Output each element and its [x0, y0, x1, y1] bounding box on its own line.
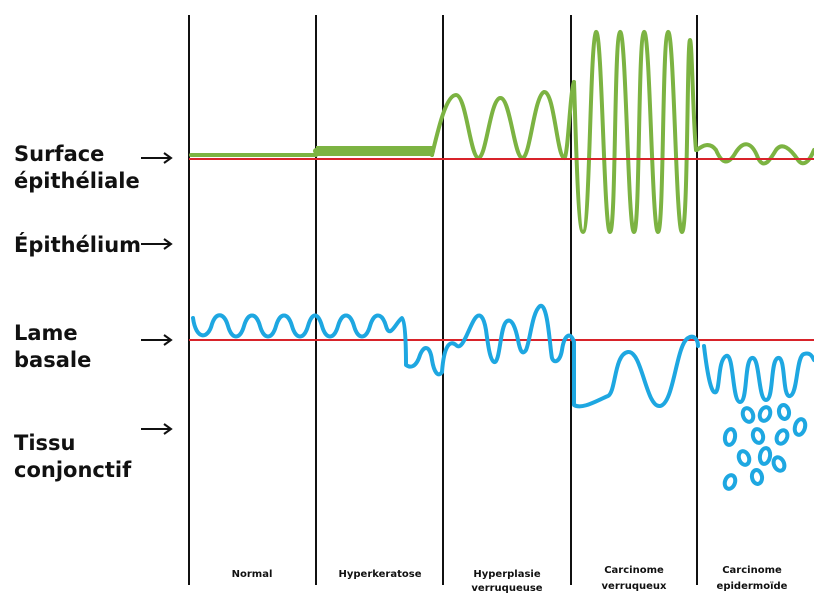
stage-label-carcinome-verruqueux-line2: verruqueux — [602, 581, 667, 592]
epithelium-hyperplasie — [430, 80, 576, 161]
epithelium-hyperkeratose-fill — [316, 146, 434, 156]
cell-island — [740, 406, 756, 424]
right-arrow-icon — [141, 238, 173, 250]
label-tissu-line2: conjonctif — [14, 458, 132, 482]
basal-normal-hyperkeratose — [191, 313, 444, 377]
cell-island — [771, 455, 787, 473]
cell-island — [757, 405, 773, 423]
cell-island — [750, 427, 766, 445]
basal-carcinome-verruqueux — [572, 334, 700, 409]
stage-dividers — [188, 15, 698, 585]
label-surface-line1: Surface — [14, 142, 105, 166]
label-tissu-conjonctif: Tissu conjonctif — [14, 430, 131, 484]
stage-label-carcinome-epidermoide-line1: Carcinome — [722, 565, 782, 576]
stage-label-normal: Normal — [232, 569, 273, 580]
cell-island — [722, 473, 738, 491]
label-lame-line1: Lame — [14, 321, 78, 345]
label-epithelium-text: Épithélium — [14, 233, 142, 257]
basal-membrane-line — [191, 303, 814, 409]
right-arrow-icon — [141, 423, 173, 435]
epithelium-carcinome-epidermoide — [695, 142, 814, 166]
cell-island — [774, 428, 790, 446]
basal-hyperplasie — [440, 303, 576, 374]
cell-island — [722, 427, 738, 447]
label-lame-line2: basale — [14, 348, 92, 372]
stage-label-carcinome-verruqueux-line1: Carcinome — [604, 565, 664, 576]
cell-island — [749, 468, 765, 486]
label-surface-epitheliale: Surface épithéliale — [14, 141, 140, 195]
stage-label-carcinome-epidermoide-line2: epidermoïde — [717, 581, 788, 592]
cell-island — [757, 446, 773, 466]
cell-island — [736, 449, 752, 467]
label-tissu-line1: Tissu — [14, 431, 76, 455]
cell-island — [776, 403, 792, 421]
label-surface-line2: épithéliale — [14, 169, 140, 193]
right-arrow-icon — [141, 334, 173, 346]
stage-label-hyperplasie-line2: verruqueuse — [471, 583, 542, 594]
stage-labels: Normal Hyperkeratose Hyperplasie verruqu… — [232, 565, 788, 594]
invasive-cell-islands — [722, 403, 808, 491]
stage-label-hyperplasie-line1: Hyperplasie — [473, 569, 540, 580]
basal-carcinome-epidermoide — [702, 344, 814, 404]
right-arrow-icon — [141, 152, 173, 164]
label-epithelium: Épithélium — [14, 232, 141, 259]
label-lame-basale: Lame basale — [14, 320, 91, 374]
epithelium-surface-line — [189, 29, 814, 234]
epithelium-carcinome-verruqueux — [572, 29, 698, 234]
cell-island — [792, 417, 808, 437]
stage-label-hyperkeratose: Hyperkeratose — [339, 569, 422, 580]
